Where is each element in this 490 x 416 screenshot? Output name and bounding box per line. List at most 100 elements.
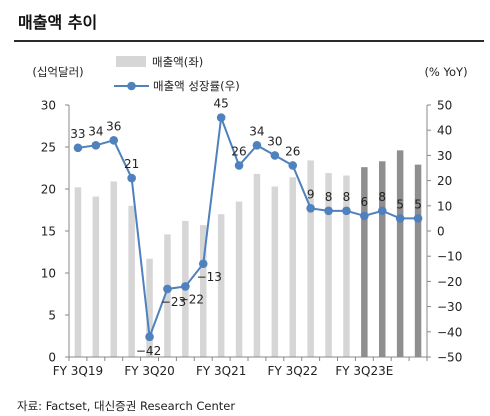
revenue-bar (110, 181, 117, 357)
growth-data-label: 45 (214, 97, 229, 111)
revenue-bar (271, 186, 279, 357)
revenue-bar (253, 173, 261, 357)
growth-data-label: −42 (136, 344, 161, 358)
growth-marker (109, 135, 119, 145)
revenue-bar (289, 177, 296, 357)
growth-marker (127, 173, 136, 183)
growth-marker (342, 206, 351, 216)
right-axis-ticks: −50 −40 −30 −20 −10 0 10 20 30 40 50 (427, 99, 462, 365)
right-tick-label: −30 (437, 300, 462, 314)
growth-line-series (73, 113, 423, 342)
growth-data-label: −23 (161, 295, 186, 309)
revenue-bar (343, 175, 350, 357)
growth-marker (306, 204, 315, 213)
right-tick-label: 0 (437, 225, 445, 239)
growth-data-label: 34 (249, 124, 264, 138)
left-tick-label: 5 (48, 309, 56, 323)
revenue-bar (200, 225, 207, 357)
growth-marker (216, 113, 226, 122)
left-axis-label: (십억달러) (32, 65, 83, 79)
left-axis-ticks: 0 5 10 15 20 25 30 (41, 99, 69, 365)
revenue-bar-estimate (379, 161, 386, 357)
source-note: 자료: Factset, 대신증권 Research Center (17, 399, 236, 413)
right-axis-label: (% YoY) (424, 65, 467, 79)
growth-marker (91, 141, 101, 150)
growth-marker (270, 151, 280, 160)
right-tick-label: −40 (437, 325, 462, 339)
x-tick-label: FY 3Q21 (196, 364, 246, 378)
growth-data-label: 8 (378, 190, 386, 204)
revenue-bar (74, 187, 82, 357)
growth-data-label: 33 (70, 127, 85, 141)
growth-data-label: −22 (179, 292, 204, 306)
right-tick-label: 10 (437, 199, 452, 213)
growth-marker (163, 284, 172, 294)
right-tick-label: −10 (437, 250, 462, 264)
right-tick-label: 50 (437, 99, 452, 113)
growth-marker (360, 211, 369, 221)
right-tick-label: 40 (437, 124, 452, 138)
growth-marker (252, 141, 262, 150)
left-tick-label: 15 (41, 225, 56, 239)
legend-line-label: 매출액 성장률(우) (153, 79, 240, 93)
legend: 매출액(좌) 매출액 성장률(우) (114, 55, 240, 93)
revenue-bar (128, 205, 135, 357)
growth-marker (324, 206, 333, 216)
growth-data-label: −13 (197, 270, 222, 284)
right-tick-label: −50 (437, 351, 462, 365)
growth-data-label: 34 (88, 124, 103, 138)
left-tick-label: 30 (41, 99, 56, 113)
left-tick-label: 20 (41, 183, 56, 197)
revenue-bar (217, 214, 225, 357)
growth-marker (395, 214, 405, 223)
growth-data-label: 5 (414, 197, 422, 211)
x-tick-label: FY 3Q19 (53, 364, 103, 378)
revenue-bar (307, 160, 314, 357)
growth-marker (377, 206, 387, 216)
growth-marker (234, 161, 244, 170)
right-tick-label: −20 (437, 275, 462, 289)
right-tick-label: 30 (437, 149, 452, 163)
revenue-bar (164, 234, 171, 357)
legend-bar-swatch (116, 56, 146, 67)
axes (68, 105, 428, 358)
growth-data-label: 9 (307, 187, 315, 201)
x-tick-label: FY 3Q20 (124, 364, 174, 378)
growth-data-label: 8 (325, 190, 333, 204)
chart-title: 매출액 추이 (18, 13, 98, 32)
x-tick-label: FY 3Q22 (268, 364, 318, 378)
growth-data-label: 36 (106, 119, 121, 133)
growth-marker (413, 214, 423, 223)
growth-data-label: 26 (231, 144, 246, 158)
revenue-bar-estimate (414, 164, 422, 357)
growth-marker (73, 143, 83, 153)
revenue-bar (325, 173, 332, 357)
left-tick-label: 0 (48, 351, 56, 365)
revenue-bar (146, 258, 153, 357)
left-tick-label: 10 (41, 267, 56, 281)
growth-marker (181, 282, 190, 291)
revenue-bar (235, 201, 243, 357)
growth-data-label: 8 (343, 190, 351, 204)
growth-marker (288, 161, 298, 170)
growth-data-label: 21 (124, 157, 139, 171)
revenue-bar-estimate (396, 150, 404, 357)
title-divider (14, 40, 484, 42)
left-tick-label: 25 (41, 141, 56, 155)
legend-bar-label: 매출액(좌) (152, 55, 203, 69)
legend-line-marker (127, 81, 136, 91)
x-tick-label: FY 3Q23E (335, 364, 393, 378)
growth-data-label: 30 (267, 134, 282, 148)
growth-data-label: 5 (396, 197, 404, 211)
revenue-bar-estimate (361, 167, 368, 357)
revenue-bar (92, 196, 100, 357)
x-axis-ticks: FY 3Q19 FY 3Q20 FY 3Q21 FY 3Q22 FY 3Q23E (53, 357, 428, 378)
growth-data-label: 26 (285, 144, 300, 158)
growth-marker (145, 332, 154, 342)
growth-marker (198, 259, 208, 269)
right-tick-label: 20 (437, 174, 452, 188)
growth-data-label: 6 (361, 195, 369, 209)
